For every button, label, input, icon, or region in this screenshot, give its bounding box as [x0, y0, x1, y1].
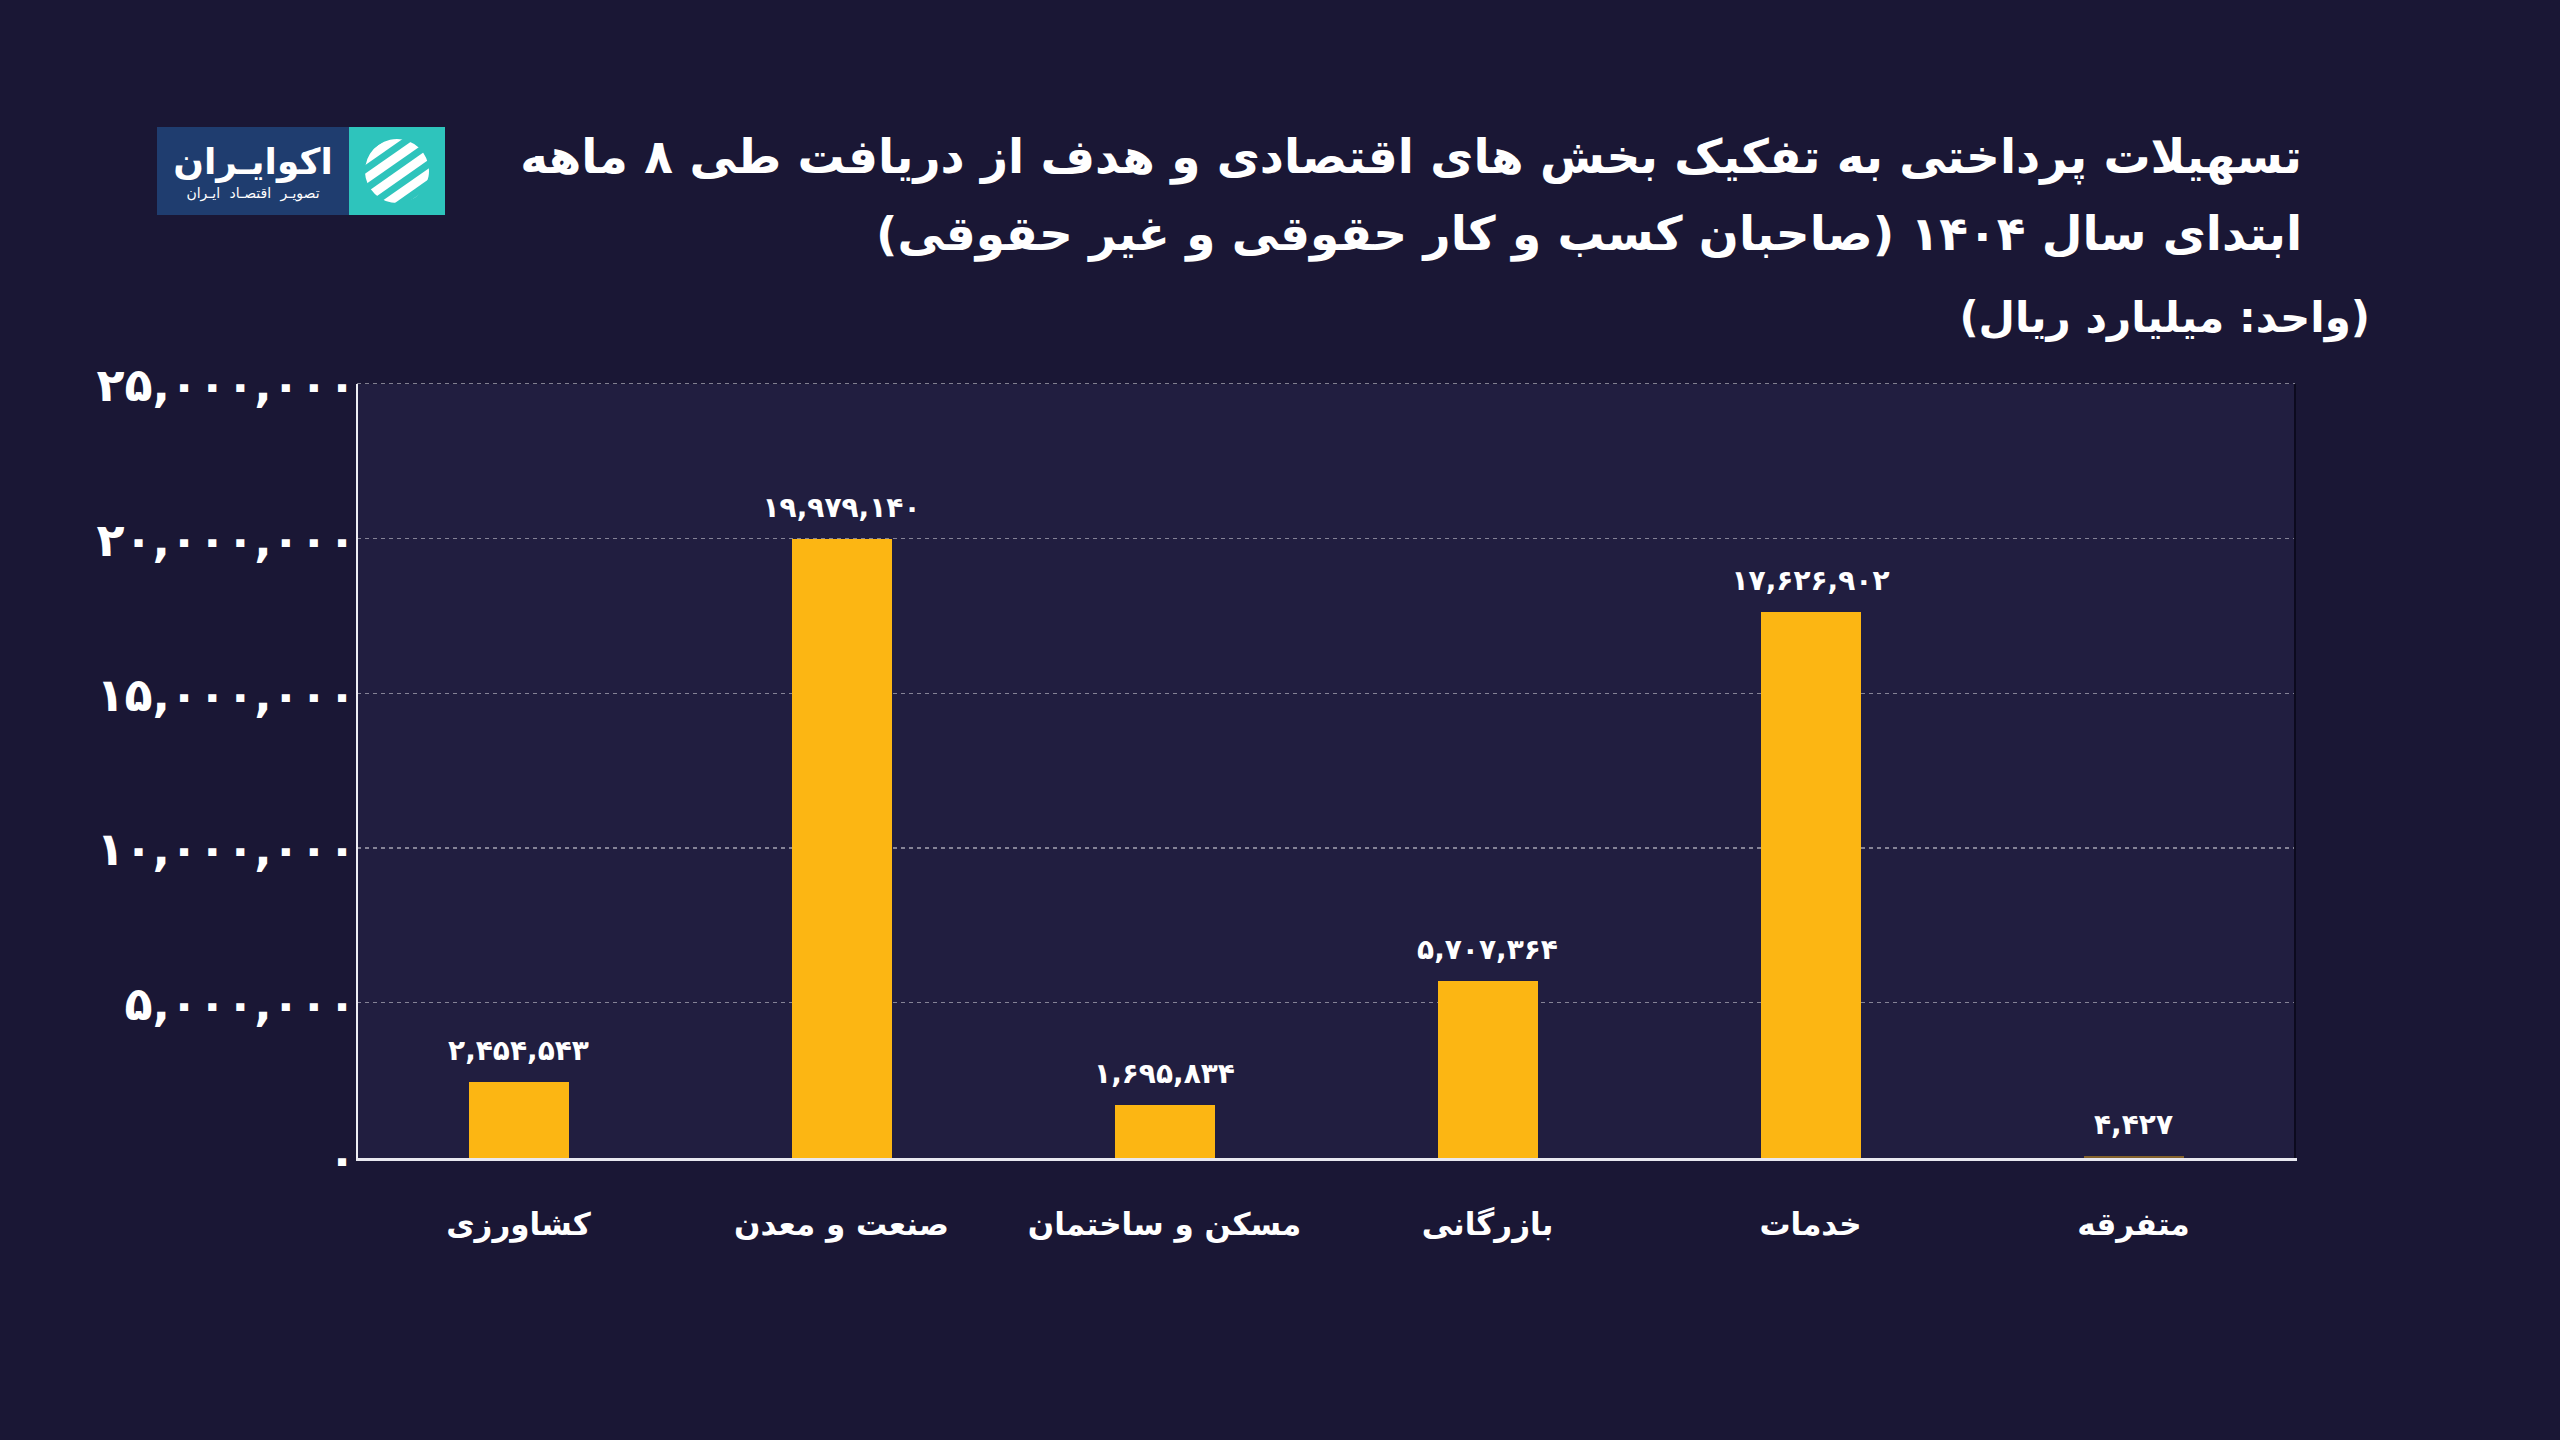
chart-title-line2: ابتدای سال ۱۴۰۴ (صاحبان کسب و کار حقوقی …: [520, 195, 2302, 272]
y-tick-label-15000000: ۱۵,۰۰۰,۰۰۰: [96, 671, 356, 719]
logo-mark-icon: [349, 127, 445, 215]
y-tick-label-5000000: ۵,۰۰۰,۰۰۰: [125, 980, 356, 1028]
logo-text-box: اکوایـران تصویـر اقتصـاد ایـران: [157, 127, 349, 215]
chart-title-line1: تسهیلات پرداختی به تفکیک بخش های اقتصادی…: [520, 118, 2302, 195]
chart-title: تسهیلات پرداختی به تفکیک بخش های اقتصادی…: [520, 118, 2302, 272]
bar-value-label-2: ۱,۶۹۵,۸۳۴: [1015, 1057, 1315, 1091]
ecoiran-logo: اکوایـران تصویـر اقتصـاد ایـران: [157, 127, 445, 215]
y-tick-label-25000000: ۲۵,۰۰۰,۰۰۰: [96, 361, 356, 409]
x-tick-label-5: متفرقه: [1934, 1200, 2334, 1248]
logo-name: اکوایـران: [173, 140, 332, 184]
bar-value-label-1: ۱۹,۹۷۹,۱۴۰: [692, 491, 992, 525]
bar-1: [792, 539, 892, 1158]
bar-5: [2084, 1156, 2184, 1158]
infographic-page: اکوایـران تصویـر اقتصـاد ایـران تسهیلات …: [0, 0, 2560, 1440]
y-tick-label-10000000: ۱۰,۰۰۰,۰۰۰: [96, 825, 356, 873]
bar-value-label-4: ۱۷,۶۲۶,۹۰۲: [1661, 564, 1961, 598]
gridline-15000000: [357, 693, 2295, 694]
bar-value-label-3: ۵,۷۰۷,۳۶۴: [1338, 933, 1638, 967]
bar-3: [1438, 981, 1538, 1158]
bar-value-label-0: ۲,۴۵۴,۵۴۳: [369, 1034, 669, 1068]
x-axis-line: [356, 1158, 2297, 1161]
y-axis-line: [356, 384, 358, 1161]
right-spine: [2294, 384, 2296, 1158]
y-tick-label-20000000: ۲۰,۰۰۰,۰۰۰: [96, 516, 356, 564]
unit-subtitle: (واحد: میلیارد ریال): [1959, 292, 2370, 344]
y-tick-label-0: ۰: [328, 1135, 356, 1183]
gridline-10000000: [357, 847, 2295, 848]
bar-2: [1115, 1105, 1215, 1158]
gridline-25000000: [357, 383, 2295, 384]
bar-0: [469, 1082, 569, 1158]
gridline-5000000: [357, 1002, 2295, 1003]
bar-4: [1761, 612, 1861, 1158]
gridline-20000000: [357, 538, 2295, 539]
bar-value-label-5: ۴,۴۲۷: [1984, 1108, 2284, 1142]
logo-tagline: تصویـر اقتصـاد ایـران: [186, 184, 319, 202]
